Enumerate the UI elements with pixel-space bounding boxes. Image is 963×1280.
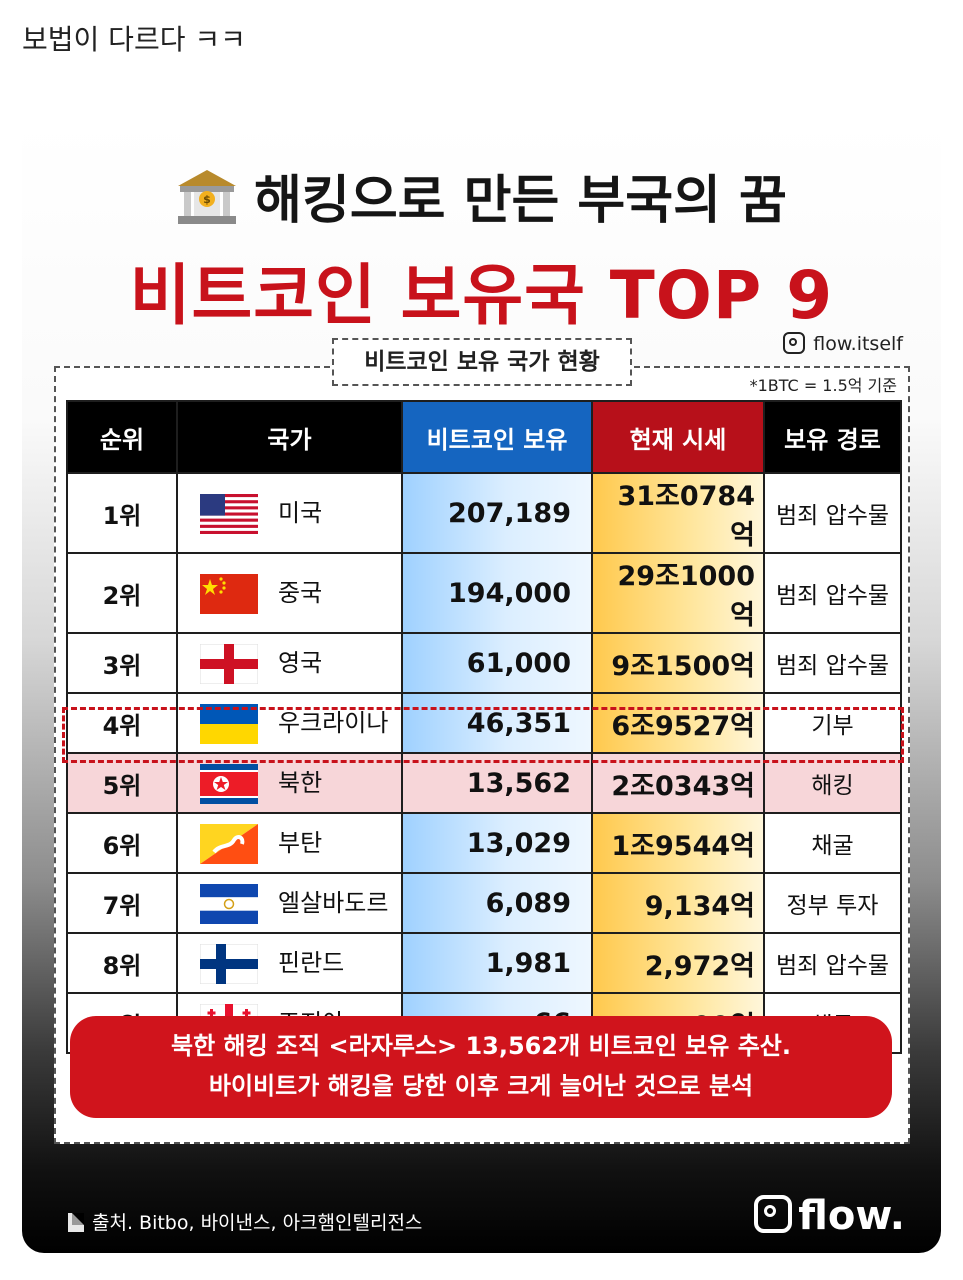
btc-cell: 1,981 [401,932,593,994]
banner-line-2: 바이비트가 해킹을 당한 이후 크게 늘어난 것으로 분석 [208,1072,754,1100]
country-name: 우크라이나 [278,708,389,737]
header-rank: 순위 [66,400,178,474]
rank-cell: 3위 [66,632,178,694]
country-name: 북한 [278,768,323,797]
route-cell: 범죄 압수물 [763,932,902,994]
country-cell: 북한 [176,752,403,814]
country-cell: 미국 [176,472,403,554]
btc-cell: 61,000 [401,632,593,694]
rate-note: *1BTC = 1.5억 기준 [749,376,897,395]
route-cell: 범죄 압수물 [763,632,902,694]
route-cell: 채굴 [763,812,902,874]
btc-cell: 46,351 [401,692,593,754]
source-note: 출처. Bitbo, 바이낸스, 아크햄인텔리전스 [68,1208,422,1235]
flag-finland-icon [200,943,258,984]
table-row: 2위 중국 194,000 29조1000억 범죄 압수물 [66,552,902,634]
flag-china-icon [200,573,258,614]
btc-cell: 13,562 [401,752,593,814]
table-row: 7위 엘살바도르 6,089 9,134억 정부 투자 [66,872,902,934]
flag-usa-icon [200,493,258,534]
instagram-icon [754,1195,793,1233]
document-icon [68,1213,84,1232]
box-label: 비트코인 보유 국가 현황 [332,338,632,386]
rank-cell: 4위 [66,692,178,754]
price-cell: 31조0784억 [591,472,765,554]
price-cell: 2조0343억 [591,752,765,814]
rank-cell: 1위 [66,472,178,554]
price-cell: 1조9544억 [591,812,765,874]
header-btc: 비트코인 보유 [401,400,593,474]
header-country: 국가 [176,400,403,474]
country-cell: 엘살바도르 [176,872,403,934]
infographic-card: $ 해킹으로 만든 부국의 꿈 비트코인 보유국 TOP 9 flow.itse… [22,120,941,1253]
route-cell: 해킹 [763,752,902,814]
price-cell: 9조1500억 [591,632,765,694]
header-route: 보유 경로 [763,400,902,474]
flag-north-korea-icon [200,763,258,804]
table-row: 6위 부탄 13,029 1조9544억 채굴 [66,812,902,874]
instagram-handle-text: flow.itself [813,333,903,355]
country-name: 엘살바도르 [278,888,389,917]
price-cell: 29조1000억 [591,552,765,634]
table-row: 1위 미국 207,189 31조0784억 범죄 압수물 [66,472,902,554]
country-cell: 부탄 [176,812,403,874]
banner-line-1: 북한 해킹 조직 <라자루스> 13,562개 비트코인 보유 추산. [171,1032,791,1060]
route-cell: 기부 [763,692,902,754]
rank-cell: 7위 [66,872,178,934]
instagram-handle: flow.itself [783,332,903,355]
country-name: 부탄 [278,828,323,857]
flag-bhutan-icon [200,823,258,864]
source-text: 출처. Bitbo, 바이낸스, 아크햄인텔리전스 [92,1212,423,1234]
brand-text: flow. [798,1193,905,1239]
header-price: 현재 시세 [591,400,765,474]
brand-logo: flow. [754,1193,905,1239]
flag-ukraine-icon [200,703,258,744]
country-name: 핀란드 [278,948,345,977]
instagram-icon [783,332,806,354]
btc-holdings-table: 순위 국가 비트코인 보유 현재 시세 보유 경로 1위 [66,400,902,1054]
title-line-2: 비트코인 보유국 TOP 9 [129,257,834,334]
rank-cell: 6위 [66,812,178,874]
flag-el-salvador-icon [200,883,258,924]
country-cell: 핀란드 [176,932,403,994]
country-name: 영국 [278,648,323,677]
btc-cell: 194,000 [401,552,593,634]
svg-text:$: $ [203,193,211,206]
title-line-1-text: 해킹으로 만든 부국의 꿈 [254,171,787,231]
rank-cell: 5위 [66,752,178,814]
bank-icon: $ [178,170,237,224]
btc-cell: 13,029 [401,812,593,874]
post-text: 보법이 다르다 ㅋㅋ [22,23,246,56]
country-name: 중국 [278,578,323,607]
route-cell: 범죄 압수물 [763,552,902,634]
route-cell: 범죄 압수물 [763,472,902,554]
price-cell: 2,972억 [591,932,765,994]
table-row: 3위 영국 61,000 9조1500억 범죄 압수물 [66,632,902,694]
price-cell: 9,134억 [591,872,765,934]
price-cell: 6조9527억 [591,692,765,754]
flag-england-icon [200,643,258,684]
btc-cell: 6,089 [401,872,593,934]
title-line-1: $ 해킹으로 만든 부국의 꿈 [22,158,941,233]
table-header-row: 순위 국가 비트코인 보유 현재 시세 보유 경로 [66,400,902,474]
table-row: 4위 우크라이나 46,351 6조9527억 기부 [66,692,902,754]
rank-cell: 8위 [66,932,178,994]
table-row: 8위 핀란드 1,981 2,972억 범죄 압수물 [66,932,902,994]
summary-banner: 북한 해킹 조직 <라자루스> 13,562개 비트코인 보유 추산. 바이비트… [70,1016,892,1118]
country-cell: 영국 [176,632,403,694]
rank-cell: 2위 [66,552,178,634]
table-row-highlighted: 5위 북한 13,562 2조0343억 해킹 [66,752,902,814]
route-cell: 정부 투자 [763,872,902,934]
country-name: 미국 [278,498,323,527]
country-cell: 중국 [176,552,403,634]
country-cell: 우크라이나 [176,692,403,754]
btc-cell: 207,189 [401,472,593,554]
